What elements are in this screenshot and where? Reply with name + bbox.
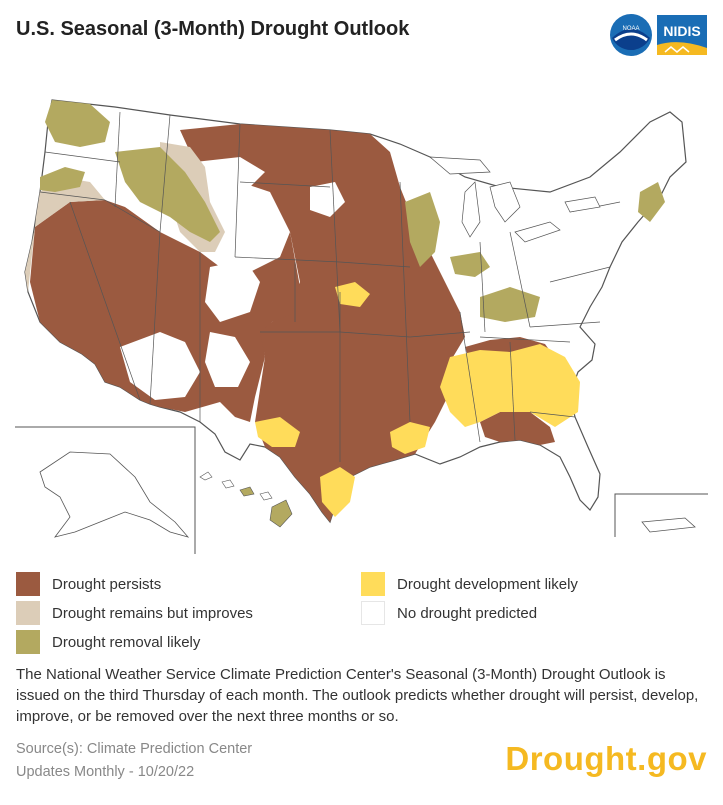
legend-item-persists: Drought persists bbox=[16, 572, 161, 596]
nidis-logo[interactable]: NIDIS bbox=[657, 15, 707, 55]
region-none-dakota bbox=[310, 182, 345, 217]
region-removal-oregon bbox=[40, 167, 85, 192]
hawaii-inset bbox=[199, 471, 293, 528]
legend-label: Drought remains but improves bbox=[52, 604, 253, 622]
region-none-southwest bbox=[120, 332, 200, 400]
region-development-texas-coast bbox=[320, 467, 355, 517]
region-removal-northwest bbox=[45, 100, 110, 147]
nidis-logo-text: NIDIS bbox=[663, 23, 700, 39]
legend-label: Drought removal likely bbox=[52, 633, 201, 651]
logos: NOAA NIDIS bbox=[610, 14, 707, 56]
legend-item-improves: Drought remains but improves bbox=[16, 601, 253, 625]
drought-gov-logo[interactable]: Drought.gov bbox=[505, 740, 707, 777]
legend-label: No drought predicted bbox=[397, 604, 538, 622]
legend-swatch-improves bbox=[16, 601, 40, 625]
noaa-logo-text: NOAA bbox=[622, 26, 639, 32]
drought-outlook-map bbox=[15, 99, 708, 554]
region-development-kansas bbox=[335, 282, 370, 307]
legend-label: Drought development likely bbox=[397, 575, 578, 593]
source-text: Source(s): Climate Prediction Center bbox=[16, 741, 253, 757]
region-none-montana bbox=[195, 157, 265, 187]
region-development-texas bbox=[255, 417, 300, 447]
region-development-louisiana bbox=[390, 422, 430, 454]
source-info: Source(s): Climate Prediction Center Upd… bbox=[16, 738, 252, 784]
region-development-southeast bbox=[440, 344, 580, 427]
region-removal-idaho bbox=[115, 147, 220, 242]
page-title: U.S. Seasonal (3-Month) Drought Outlook bbox=[16, 18, 410, 40]
legend-item-removal: Drought removal likely bbox=[16, 630, 200, 654]
legend-item-development: Drought development likely bbox=[361, 572, 578, 596]
region-improves-pacific bbox=[25, 177, 105, 292]
region-persists-plains bbox=[180, 124, 465, 522]
region-removal-upper-mw bbox=[405, 192, 440, 267]
region-none-colorado bbox=[205, 260, 260, 322]
great-lakes bbox=[428, 156, 601, 243]
legend-swatch-development bbox=[361, 572, 385, 596]
legend-item-none: No drought predicted bbox=[361, 601, 537, 625]
puerto-rico-inset bbox=[614, 493, 708, 537]
legend: Drought persists Drought remains but imp… bbox=[16, 572, 716, 654]
legend-label: Drought persists bbox=[52, 575, 162, 593]
region-none-newmexico bbox=[205, 332, 250, 387]
description-text: The National Weather Service Climate Pre… bbox=[16, 666, 699, 725]
legend-swatch-removal bbox=[16, 630, 40, 654]
noaa-logo[interactable]: NOAA bbox=[610, 14, 652, 56]
alaska-inset bbox=[15, 426, 196, 554]
legend-swatch-none bbox=[361, 601, 385, 625]
updates-text: Updates Monthly - 10/20/22 bbox=[16, 764, 195, 780]
region-removal-ohio-valley bbox=[480, 287, 540, 322]
region-removal-northeast bbox=[638, 182, 665, 222]
legend-swatch-persists bbox=[16, 572, 40, 596]
region-persists-southeast bbox=[480, 412, 555, 445]
region-removal-indiana bbox=[450, 252, 490, 277]
state-borders bbox=[39, 111, 621, 462]
